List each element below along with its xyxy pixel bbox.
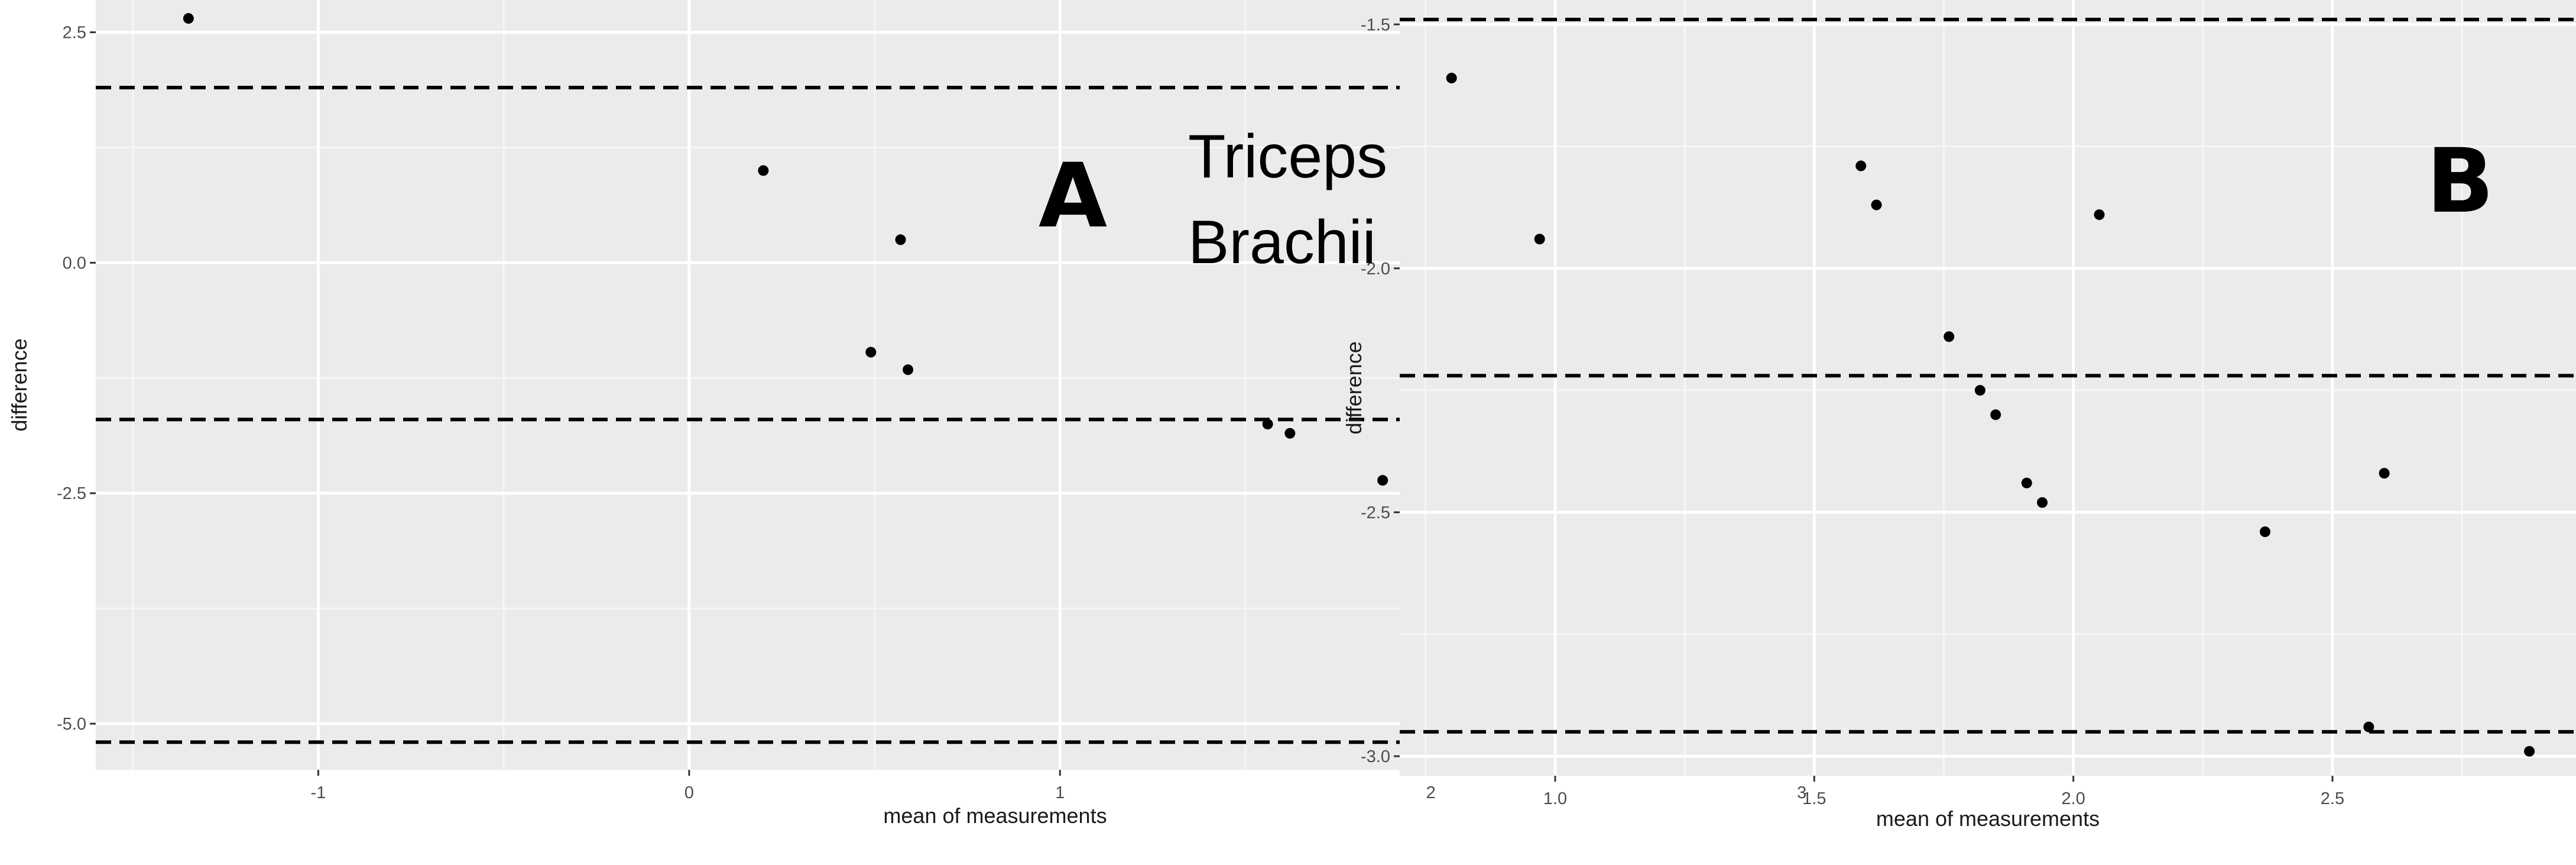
panel-letter: A (1039, 145, 1107, 248)
data-point (1990, 409, 2001, 420)
y-tick-label: -1.5 (1361, 15, 1390, 34)
y-tick-label: 0.0 (63, 254, 86, 273)
x-tick-label: 2.0 (2061, 789, 2085, 808)
x-tick-label: 0 (684, 783, 694, 802)
panel-letter: B (2426, 130, 2494, 233)
y-tick-label: -2.5 (1361, 503, 1390, 522)
x-tick-label: 1.5 (1802, 789, 1826, 808)
x-tick-label: 1.0 (1543, 789, 1567, 808)
data-point (1284, 427, 1296, 439)
data-point (2363, 721, 2374, 733)
data-point (2379, 468, 2390, 479)
y-axis-title: difference (1342, 341, 1366, 434)
data-point (2094, 209, 2105, 221)
plot-panel-background (1400, 0, 2576, 776)
x-tick-label: 2 (1426, 783, 1436, 802)
data-point (2524, 746, 2535, 757)
x-tick-label: 3 (1797, 783, 1806, 802)
y-tick-label: -3.0 (1361, 747, 1390, 766)
center-title-line-2: Brachii (1188, 208, 1376, 277)
y-tick-label: -5.0 (57, 715, 86, 734)
x-tick-label: 2.5 (2321, 789, 2344, 808)
data-point (2021, 477, 2032, 488)
data-point (895, 234, 906, 245)
data-point (1855, 160, 1867, 171)
data-point (1262, 419, 1273, 430)
x-axis-title: mean of measurements (1876, 806, 2100, 831)
y-tick-label: 2.5 (63, 24, 86, 43)
y-axis-title: difference (7, 338, 31, 431)
center-title-line-1: Triceps (1188, 122, 1387, 191)
x-tick-label: 1 (1055, 783, 1065, 802)
y-tick-label: -2.5 (57, 484, 86, 503)
data-point (2037, 497, 2048, 508)
data-point (758, 165, 769, 176)
x-tick-label: -1 (311, 783, 326, 802)
data-point (1446, 73, 1457, 84)
data-point (183, 13, 194, 24)
data-point (1974, 385, 1985, 396)
x-axis-title: mean of measurements (883, 804, 1107, 828)
panel-b-chart: 1.0 1.5 2.0 2.5 -1.5 -2.0 -2.5 -3.0 mean of meas… (1342, 0, 2576, 831)
data-point (865, 346, 877, 358)
data-point (1871, 199, 1882, 210)
data-point (1534, 234, 1545, 245)
data-point (2260, 526, 2271, 537)
data-point (1377, 475, 1388, 486)
data-point (1944, 331, 1955, 342)
y-tick-label: -2.0 (1361, 260, 1390, 278)
data-point (903, 364, 914, 375)
